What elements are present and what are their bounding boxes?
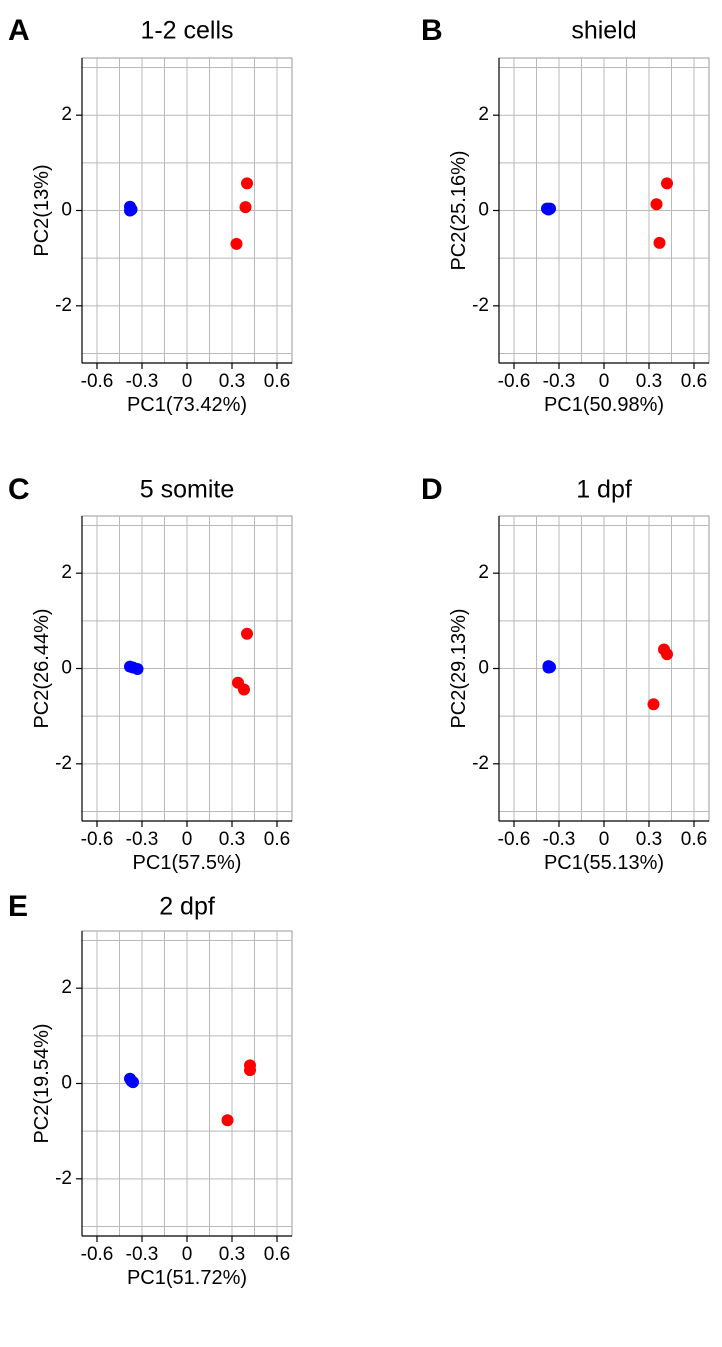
x-tick-label: 0.3 <box>636 371 662 392</box>
x-tick-label: -0.6 <box>81 1244 114 1265</box>
series-0 <box>124 660 144 675</box>
data-point <box>647 698 660 711</box>
x-tick-label: -0.3 <box>126 371 159 392</box>
y-tick-label: -2 <box>55 295 72 316</box>
chart-title: shield <box>571 17 636 45</box>
y-tick-label: 0 <box>478 658 489 679</box>
grid <box>499 516 709 821</box>
x-tick-label: 0 <box>599 371 610 392</box>
chart-title: 5 somite <box>140 476 234 504</box>
x-tick-label: -0.3 <box>126 1244 159 1265</box>
data-point <box>238 683 250 696</box>
panel-letter: C <box>8 473 30 506</box>
y-axis-label: PC2(25.16%) <box>448 150 470 270</box>
panel-e: E 2 dpf -0.6 -0.3 0 0.3 0.6 -2 0 2 PC1(51.72%) PC2(… <box>8 890 293 1289</box>
x-tick-label: 0 <box>182 1244 193 1265</box>
panel-c: C 5 somite -0.6 -0.3 0 0.3 0.6 -2 0 2 PC1(57.5%) PC… <box>8 473 293 874</box>
data-point <box>221 1114 234 1127</box>
x-tick-label: -0.3 <box>543 829 576 850</box>
y-axis-label: PC2(29.13%) <box>448 608 470 728</box>
series-1 <box>232 627 253 696</box>
x-tick-label: 0.6 <box>681 829 707 850</box>
data-point <box>239 201 252 214</box>
x-tick-label: 0.6 <box>264 371 290 392</box>
y-axis-label: PC2(26.44%) <box>31 608 53 728</box>
y-tick-label: 2 <box>61 977 72 998</box>
chart-title: 2 dpf <box>159 893 215 921</box>
x-tick-label: 0 <box>182 371 193 392</box>
y-tick-label: 0 <box>61 200 72 221</box>
y-tick-label: 0 <box>61 1073 72 1094</box>
series-1 <box>230 177 253 250</box>
panel-letter: B <box>421 14 443 47</box>
y-tick-label: -2 <box>472 753 489 774</box>
series-1 <box>647 643 673 711</box>
grid <box>82 931 292 1236</box>
x-tick-label: 0 <box>599 829 610 850</box>
x-axis-label: PC1(57.5%) <box>133 852 242 874</box>
y-tick-label: -2 <box>472 295 489 316</box>
y-axis-label: PC2(13%) <box>31 164 53 256</box>
data-point <box>125 203 138 216</box>
data-point <box>661 177 673 190</box>
series-0 <box>541 202 556 216</box>
y-axis-label: PC2(19.54%) <box>31 1023 53 1143</box>
data-point <box>661 648 673 661</box>
panel-letter: D <box>421 473 443 506</box>
x-tick-label: 0 <box>182 829 193 850</box>
y-tick-label: 0 <box>61 658 72 679</box>
x-axis-label: PC1(73.42%) <box>127 394 247 416</box>
panel-a: A 1-2 cells -0.6 -0.3 0 0.3 0.6 -2 0 2 PC1(73.42%)… <box>8 14 293 416</box>
panel-letter: A <box>8 14 30 47</box>
grid <box>82 58 292 363</box>
panel-letter: E <box>8 890 28 923</box>
data-point <box>653 236 666 249</box>
data-point <box>241 177 253 190</box>
data-point <box>542 203 555 216</box>
x-axis-label: PC1(50.98%) <box>544 394 664 416</box>
x-tick-label: -0.6 <box>498 371 531 392</box>
x-tick-label: 0.6 <box>264 1244 290 1265</box>
x-tick-label: 0.3 <box>219 1244 245 1265</box>
x-tick-label: -0.6 <box>498 829 531 850</box>
x-tick-label: 0.3 <box>219 371 245 392</box>
y-tick-label: -2 <box>55 1168 72 1189</box>
series-0 <box>124 200 138 217</box>
x-tick-label: -0.3 <box>126 829 159 850</box>
series-0 <box>542 660 556 674</box>
series-0 <box>124 1072 139 1089</box>
data-point <box>244 1064 256 1077</box>
x-axis-label: PC1(51.72%) <box>127 1267 247 1289</box>
data-point <box>650 198 663 211</box>
x-tick-label: 0.3 <box>636 829 662 850</box>
chart-title: 1 dpf <box>576 476 632 504</box>
y-tick-label: 2 <box>61 104 72 125</box>
data-point <box>127 661 139 674</box>
y-tick-label: 2 <box>61 562 72 583</box>
y-tick-label: -2 <box>55 753 72 774</box>
data-point <box>230 237 243 250</box>
x-tick-label: -0.6 <box>81 829 114 850</box>
y-tick-label: 2 <box>478 562 489 583</box>
x-tick-label: -0.3 <box>543 371 576 392</box>
y-tick-label: 2 <box>478 104 489 125</box>
series-1 <box>221 1059 256 1127</box>
data-point <box>241 627 253 640</box>
data-point <box>127 1076 139 1089</box>
panel-d: D 1 dpf -0.6 -0.3 0 0.3 0.6 -2 0 2 PC1(55.13%) PC2(… <box>421 473 710 874</box>
series-1 <box>650 177 673 249</box>
x-axis-label: PC1(55.13%) <box>544 852 664 874</box>
x-tick-label: -0.6 <box>81 371 114 392</box>
grid <box>499 58 709 363</box>
chart-title: 1-2 cells <box>140 17 233 45</box>
x-tick-label: 0.6 <box>681 371 707 392</box>
data-point <box>542 661 555 674</box>
x-tick-label: 0.6 <box>264 829 290 850</box>
y-tick-label: 0 <box>478 200 489 221</box>
x-tick-label: 0.3 <box>219 829 245 850</box>
